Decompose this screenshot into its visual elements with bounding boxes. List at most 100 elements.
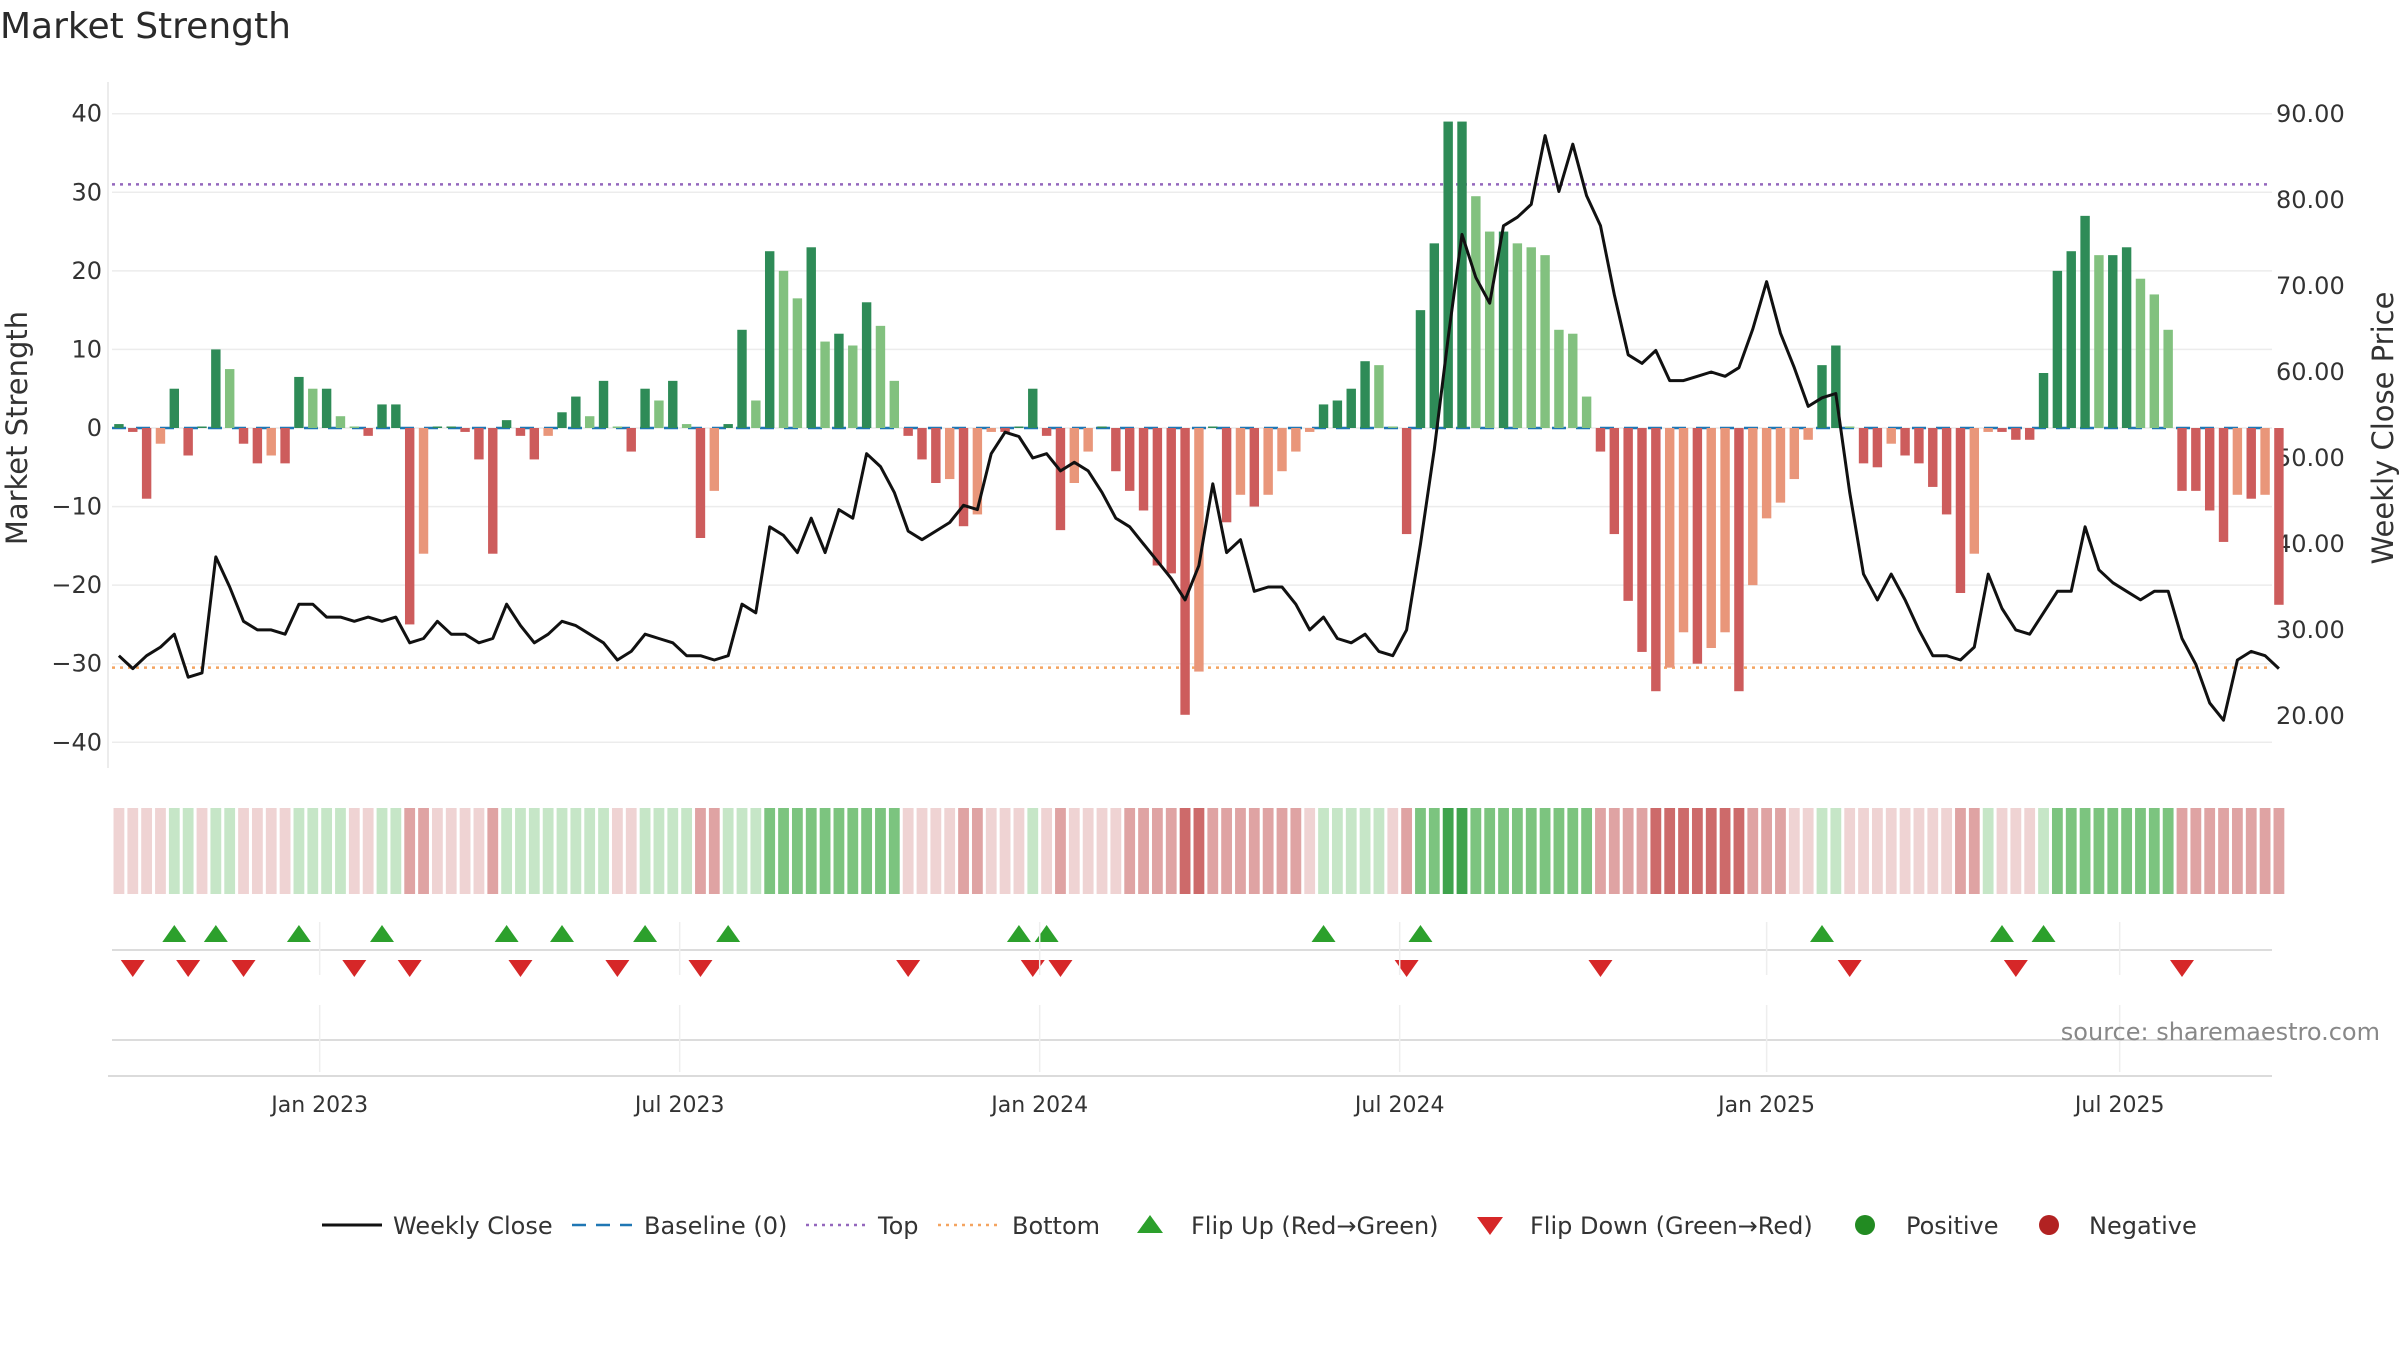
- strength-bar: [1969, 428, 1980, 554]
- sentiment-cell: [1913, 808, 1925, 894]
- sentiment-cell: [1359, 808, 1371, 894]
- sentiment-cell: [2245, 808, 2257, 894]
- sentiment-cell: [1138, 808, 1149, 894]
- strength-bar: [349, 426, 360, 428]
- flip-up-marker: [286, 925, 311, 942]
- sentiment-cell: [1401, 808, 1413, 894]
- strength-bar: [1914, 428, 1924, 464]
- strength-bar: [183, 428, 193, 456]
- strength-bar: [1554, 329, 1564, 428]
- date-tick-label: Jul 2023: [633, 1093, 725, 1118]
- sentiment-cell: [736, 808, 748, 894]
- strength-bar: [1955, 428, 1966, 593]
- left-tick-label: −30: [51, 650, 102, 678]
- right-tick-label: 30.00: [2276, 616, 2345, 644]
- reference-lines: [112, 183, 2272, 669]
- strength-bar: [1983, 428, 1993, 432]
- strength-bar: [778, 270, 789, 428]
- strength-bar: [695, 428, 706, 538]
- flip-down-marker: [1837, 960, 1862, 977]
- sentiment-cell: [916, 808, 928, 894]
- strength-bar: [2066, 251, 2076, 428]
- flip-up-marker: [550, 925, 574, 942]
- sentiment-cell: [1747, 808, 1759, 894]
- strength-bar: [571, 396, 581, 428]
- flip-up-marker: [1311, 925, 1336, 942]
- flip-up-marker: [1810, 925, 1834, 942]
- sentiment-cell: [1290, 808, 1302, 894]
- strength-bar: [1332, 400, 1343, 428]
- sentiment-cell: [985, 808, 997, 894]
- sentiment-cell: [1871, 808, 1883, 894]
- axes: 40 30 20 10 0 −10 −20 −30 −40 90.00 80.00 70.00 60.0…: [0, 82, 2400, 768]
- strength-bar: [1304, 428, 1315, 432]
- strength-bar: [1318, 404, 1329, 428]
- strength-bar: [1388, 426, 1398, 428]
- sentiment-cell: [141, 808, 153, 894]
- strength-bar: [723, 424, 733, 428]
- strength-bar: [557, 412, 567, 428]
- sentiment-cell: [1539, 808, 1551, 894]
- strength-bar: [1651, 428, 1661, 692]
- strength-bar: [1277, 428, 1287, 472]
- sentiment-cell: [958, 808, 969, 894]
- strength-bar: [1568, 333, 1578, 428]
- strength-bar: [1443, 121, 1453, 429]
- flip-up-marker: [633, 925, 658, 942]
- sentiment-cell: [445, 808, 457, 894]
- sentiment-cell: [182, 808, 194, 894]
- sentiment-cell: [515, 808, 526, 894]
- sentiment-cell: [1705, 808, 1717, 894]
- sentiment-cell: [1110, 808, 1122, 894]
- sentiment-cell: [1830, 808, 1842, 894]
- strength-bar: [903, 428, 913, 436]
- flip-down-marker: [176, 960, 201, 977]
- sentiment-cell: [570, 808, 582, 894]
- strength-bar: [2218, 428, 2229, 542]
- sentiment-cell: [362, 808, 374, 894]
- sentiment-cell: [1996, 808, 2008, 894]
- sentiment-cell: [847, 808, 859, 894]
- strength-bar: [654, 400, 664, 428]
- sentiment-cell: [1899, 808, 1911, 894]
- sentiment-cell: [888, 808, 900, 894]
- flip-up-marker: [203, 925, 228, 942]
- sentiment-cell: [1982, 808, 1994, 894]
- strength-bar: [1734, 428, 1744, 692]
- sentiment-cell: [2024, 808, 2036, 894]
- sentiment-cell: [1055, 808, 1066, 894]
- strength-bar: [2274, 428, 2284, 605]
- sentiment-cell: [1221, 808, 1233, 894]
- strength-bar: [1775, 428, 1786, 503]
- sentiment-cell: [335, 808, 346, 894]
- strength-bar: [640, 388, 650, 428]
- sentiment-cell: [598, 808, 609, 894]
- sentiment-cell: [1927, 808, 1939, 894]
- sentiment-cell: [2231, 808, 2243, 894]
- flip-down-marker: [2170, 960, 2194, 977]
- flip-up-marker: [1034, 925, 1059, 942]
- sentiment-cell: [1858, 808, 1869, 894]
- sentiment-cell: [418, 808, 429, 894]
- strength-bar: [1886, 428, 1896, 444]
- legend-label: Baseline (0): [644, 1212, 787, 1240]
- strength-bar: [1692, 428, 1703, 664]
- left-tick-label: 10: [71, 335, 102, 363]
- strength-bar: [1789, 428, 1800, 480]
- strength-bar: [875, 325, 886, 428]
- sentiment-cell: [1761, 808, 1773, 894]
- sentiment-cell: [625, 808, 637, 894]
- strength-bar: [1415, 310, 1426, 428]
- sentiment-cell: [1636, 808, 1648, 894]
- sentiment-cell: [1276, 808, 1288, 894]
- flip-down-marker: [688, 960, 713, 977]
- strength-bar: [2121, 247, 2132, 428]
- sentiment-cell: [279, 808, 291, 894]
- strength-bar: [1055, 428, 1066, 531]
- sentiment-cell: [210, 808, 222, 894]
- sentiment-cell: [2038, 808, 2049, 894]
- strength-bar: [1028, 388, 1038, 428]
- strength-bar: [1014, 426, 1024, 428]
- date-tick-label: Jul 2025: [2073, 1093, 2165, 1118]
- strength-bar: [404, 428, 415, 625]
